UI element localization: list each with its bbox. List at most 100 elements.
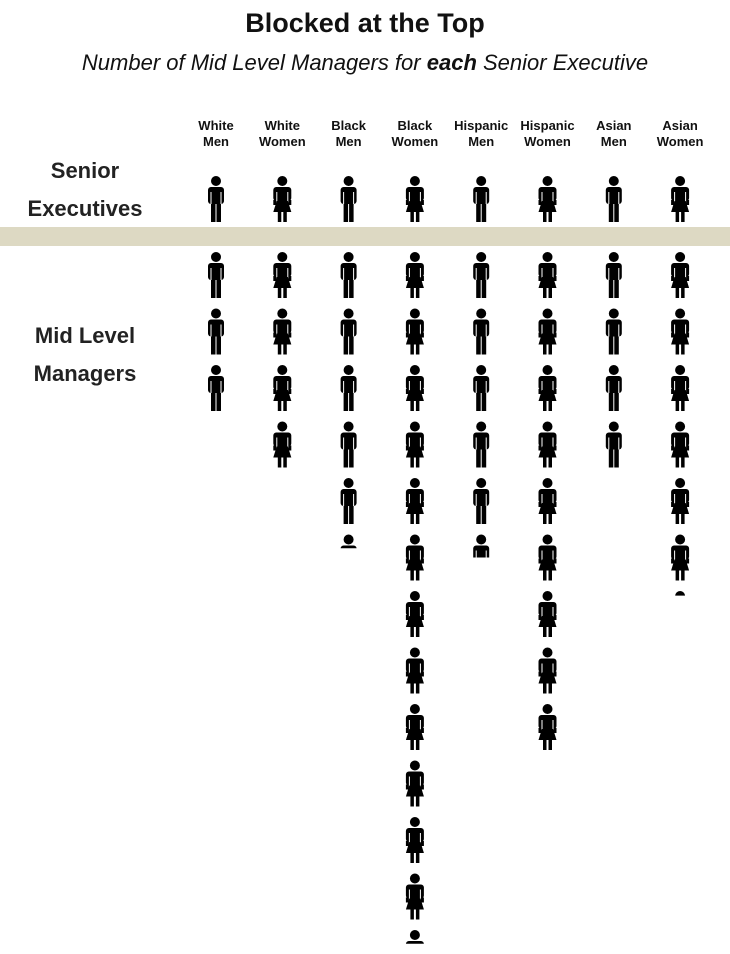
icon-leg xyxy=(476,561,481,581)
category-label: Asian Women xyxy=(656,118,704,149)
icon-leg xyxy=(410,456,414,468)
icon-head xyxy=(476,421,487,432)
icon-torso xyxy=(405,771,424,786)
icon-arm xyxy=(671,615,674,620)
icon-skirt xyxy=(405,501,424,514)
icon-arm xyxy=(538,200,542,205)
category-label: Asian Men xyxy=(596,118,632,149)
icon-leg xyxy=(277,343,282,355)
icon-torso xyxy=(605,263,622,280)
person-icon xyxy=(405,421,424,468)
icon-torso xyxy=(340,489,357,506)
icon-column xyxy=(273,252,292,468)
icon-torso xyxy=(473,263,490,280)
icon-arm xyxy=(686,276,690,281)
icon-head xyxy=(277,176,288,186)
person-icon xyxy=(473,421,490,468)
icon-skirt xyxy=(671,557,690,571)
icon-arm xyxy=(553,200,557,205)
icon-skirt xyxy=(671,501,690,514)
icon-leg xyxy=(349,278,354,298)
icon-skirt xyxy=(273,275,292,288)
person-icon xyxy=(405,873,424,920)
icon-leg xyxy=(283,400,287,411)
icon-leg xyxy=(410,795,414,807)
icon-skirt xyxy=(671,331,690,345)
icon-torso xyxy=(473,545,490,558)
icon-head xyxy=(409,252,420,262)
icon-arm xyxy=(686,615,689,620)
icon-leg xyxy=(410,908,414,920)
icon-leg xyxy=(681,513,685,524)
icon-arm xyxy=(405,200,409,205)
icon-leg xyxy=(481,391,487,411)
icon-leg xyxy=(548,287,552,298)
icon-torso xyxy=(273,432,292,447)
icon-head xyxy=(476,478,487,488)
icon-skirt xyxy=(405,670,424,684)
category-label: Hispanic Men xyxy=(454,118,509,149)
person-icon xyxy=(340,534,357,549)
icon-leg xyxy=(681,400,685,411)
icon-head xyxy=(542,365,553,375)
icon-leg xyxy=(608,334,614,355)
person-icon xyxy=(340,176,357,222)
person-icon xyxy=(605,308,622,355)
icon-arm xyxy=(405,615,409,620)
icon-arm xyxy=(671,389,675,394)
person-icon xyxy=(473,252,490,298)
person-icon xyxy=(538,534,557,581)
icon-leg xyxy=(548,400,552,411)
icon-head xyxy=(409,647,420,658)
icon-head xyxy=(343,365,354,375)
icon-arm xyxy=(671,502,675,507)
icon-torso xyxy=(273,187,292,201)
icon-arm xyxy=(538,502,542,507)
icon-leg xyxy=(481,278,487,298)
icon-head xyxy=(211,308,221,319)
icon-skirt xyxy=(405,783,424,797)
icon-leg xyxy=(349,504,354,524)
icon-head xyxy=(343,308,354,319)
icon-head xyxy=(608,421,619,432)
icon-leg xyxy=(410,287,414,298)
icon-head xyxy=(608,252,619,262)
icon-leg xyxy=(216,391,221,411)
icon-torso xyxy=(208,319,224,337)
chart-title: Blocked at the Top xyxy=(245,8,485,38)
icon-head xyxy=(409,817,420,827)
icon-leg xyxy=(410,400,414,411)
icon-leg xyxy=(343,334,349,355)
icon-leg xyxy=(476,447,481,468)
person-icon xyxy=(538,647,557,694)
icon-arm xyxy=(553,445,557,451)
icon-head xyxy=(675,365,686,375)
icon-arm xyxy=(405,841,409,846)
icon-arm xyxy=(686,200,690,205)
icon-torso xyxy=(671,376,690,390)
icon-head xyxy=(409,176,420,186)
icon-skirt xyxy=(538,670,557,684)
icon-head xyxy=(542,591,553,601)
icon-leg xyxy=(681,569,685,581)
icon-torso xyxy=(538,602,557,616)
icon-arm xyxy=(553,558,557,564)
icon-arm xyxy=(420,558,424,564)
icon-torso xyxy=(671,489,690,503)
icon-leg xyxy=(543,626,547,637)
icon-arm xyxy=(405,784,409,790)
icon-head xyxy=(476,365,487,375)
subtitle-part: Senior Executive xyxy=(476,50,649,75)
icon-arm xyxy=(420,200,424,205)
person-icon xyxy=(538,365,557,411)
icon-column xyxy=(671,176,690,222)
icon-leg xyxy=(283,343,287,355)
icon-arm xyxy=(420,332,424,338)
icon-arm xyxy=(686,445,690,451)
icon-leg xyxy=(548,343,552,355)
icon-arm xyxy=(405,389,409,394)
person-icon xyxy=(340,252,357,298)
icon-torso xyxy=(405,941,424,944)
category-label: Black Men xyxy=(331,118,366,149)
subtitle-emphasis: each xyxy=(426,50,477,75)
